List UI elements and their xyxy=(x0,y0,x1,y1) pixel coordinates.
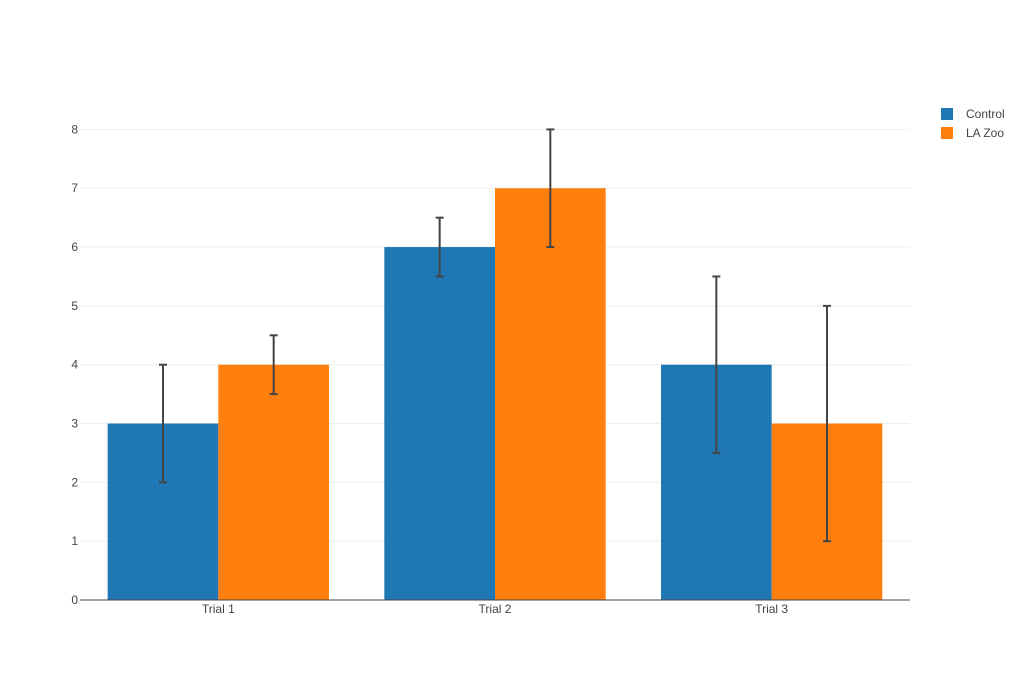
bar xyxy=(495,188,606,600)
legend-item[interactable]: Control xyxy=(941,107,1005,121)
bars xyxy=(107,188,883,600)
legend: Control LA Zoo xyxy=(941,107,1005,140)
y-tick-label: 2 xyxy=(71,475,78,489)
legend-label: LA Zoo xyxy=(966,126,1004,140)
y-tick-label: 8 xyxy=(71,122,78,136)
legend-swatch xyxy=(941,127,953,139)
y-tick-label: 1 xyxy=(71,534,78,548)
x-axis: Trial 1 Trial 2 Trial 3 xyxy=(202,602,789,616)
error-bar xyxy=(269,334,278,396)
y-tick-label: 4 xyxy=(71,358,78,372)
x-tick-label: Trial 1 xyxy=(202,602,235,616)
x-tick-label: Trial 2 xyxy=(479,602,512,616)
error-bar xyxy=(159,363,167,484)
y-tick-label: 3 xyxy=(71,417,78,431)
error-bar xyxy=(823,304,831,543)
y-tick-label: 7 xyxy=(71,181,78,195)
y-tick-label: 5 xyxy=(71,299,78,313)
error-bars xyxy=(159,128,831,543)
legend-label: Control xyxy=(966,107,1005,121)
error-bar xyxy=(712,275,721,454)
bar xyxy=(384,247,495,600)
error-bar xyxy=(435,216,444,278)
y-axis: 0 1 2 3 4 5 6 7 8 xyxy=(71,122,78,607)
legend-item[interactable]: LA Zoo xyxy=(941,126,1004,140)
x-tick-label: Trial 3 xyxy=(755,602,788,616)
y-tick-label: 0 xyxy=(71,593,78,607)
error-bar xyxy=(546,128,555,249)
legend-swatch xyxy=(941,108,953,120)
y-tick-label: 6 xyxy=(71,240,78,254)
bar xyxy=(218,364,329,600)
